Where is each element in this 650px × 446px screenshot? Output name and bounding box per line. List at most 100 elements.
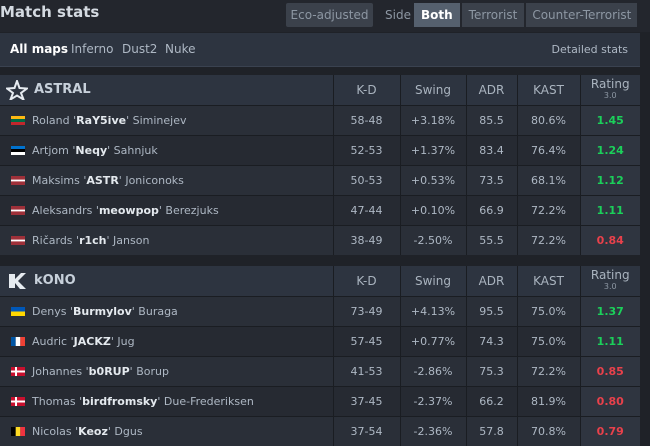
map-tab-nuke[interactable]: Nuke [165,33,196,66]
player-nickname[interactable]: birdfromsky [82,395,157,408]
player-cell[interactable]: Nicolas 'Keoz' Dgus [0,417,333,446]
player-nickname[interactable]: RaY5ive [76,114,126,127]
player-nickname[interactable]: Keoz [78,425,108,438]
player-cell[interactable]: Artjom 'Neqy' Sahnjuk [0,136,333,166]
adr-value: 66.2 [466,387,517,417]
player-cell[interactable]: Audric 'JACKZ' Jug [0,327,333,357]
detailed-stats-link[interactable]: Detailed stats [552,33,628,66]
kd-value: 38-49 [333,226,400,256]
rating-value: 0.85 [580,357,640,387]
player-cell[interactable]: Denys 'Burmylov' Buraga [0,297,333,327]
adr-value: 85.5 [466,106,517,136]
player-cell[interactable]: Aleksandrs 'meowpop' Berezjuks [0,196,333,226]
adr-value: 75.3 [466,357,517,387]
rating-header-label: Rating [591,77,630,91]
kast-value: 68.1% [517,166,580,196]
player-last-name: Sahnjuk [114,144,158,157]
player-last-name: Berezjuks [165,204,218,217]
flag-icon [11,307,25,316]
player-first-name: Nicolas [32,425,72,438]
side-tabs: Both Terrorist Counter-Terrorist [414,3,637,27]
player-nickname[interactable]: JACKZ [74,335,111,348]
team-name: kONO [34,266,76,296]
player-cell[interactable]: Johannes 'b0RUP' Borup [0,357,333,387]
kd-header[interactable]: K-D [333,266,400,297]
side-label: Side [385,3,411,27]
kast-value: 75.0% [517,297,580,327]
player-cell[interactable]: Roland 'RaY5ive' Siminejev [0,106,333,136]
kd-value: 37-45 [333,387,400,417]
side-tab-both[interactable]: Both [414,3,460,27]
player-nickname[interactable]: Burmylov [73,305,132,318]
flag-icon [11,397,25,406]
map-tab-all-maps[interactable]: All maps [10,33,68,66]
kd-value: 57-45 [333,327,400,357]
kd-value: 41-53 [333,357,400,387]
map-tab-inferno[interactable]: Inferno [71,33,113,66]
adr-value: 57.8 [466,417,517,446]
rating-value: 0.80 [580,387,640,417]
player-nickname[interactable]: ASTR [86,174,118,187]
player-last-name: Buraga [138,305,178,318]
rating-value: 0.84 [580,226,640,256]
kd-value: 37-54 [333,417,400,446]
eco-adjusted-toggle[interactable]: Eco-adjusted [286,3,373,27]
player-first-name: Ričards [32,234,73,247]
kono-logo-icon [6,271,28,291]
player-last-name: Borup [136,365,169,378]
player-last-name: Siminejev [133,114,187,127]
player-cell[interactable]: Thomas 'birdfromsky' Due-Frederiksen [0,387,333,417]
rating-value: 1.11 [580,196,640,226]
swing-value: +1.37% [400,136,466,166]
rating-version: 3.0 [581,281,641,292]
player-nickname[interactable]: r1ch [79,234,106,247]
kast-header[interactable]: KAST [517,75,580,106]
rating-value: 0.79 [580,417,640,446]
player-cell[interactable]: Ričards 'r1ch' Janson [0,226,333,256]
kd-value: 58-48 [333,106,400,136]
kd-value: 47-44 [333,196,400,226]
player-cell[interactable]: Maksims 'ASTR' Joniconoks [0,166,333,196]
player-last-name: Dgus [114,425,142,438]
rating-value: 1.37 [580,297,640,327]
adr-header[interactable]: ADR [466,266,517,297]
kd-header[interactable]: K-D [333,75,400,106]
adr-value: 55.5 [466,226,517,256]
kast-value: 72.2% [517,196,580,226]
swing-value: +0.10% [400,196,466,226]
map-tab-dust2[interactable]: Dust2 [122,33,157,66]
rating-value: 1.11 [580,327,640,357]
swing-header[interactable]: Swing [400,266,466,297]
kast-value: 76.4% [517,136,580,166]
player-first-name: Artjom [32,144,69,157]
adr-header[interactable]: ADR [466,75,517,106]
kast-header[interactable]: KAST [517,266,580,297]
kast-value: 70.8% [517,417,580,446]
swing-value: -2.36% [400,417,466,446]
adr-value: 83.4 [466,136,517,166]
player-first-name: Johannes [32,365,82,378]
kd-value: 73-49 [333,297,400,327]
astral-logo-icon [6,80,28,100]
adr-value: 74.3 [466,327,517,357]
page-title: Match stats [0,3,99,21]
swing-header[interactable]: Swing [400,75,466,106]
player-nickname[interactable]: Neqy [75,144,107,157]
player-nickname[interactable]: meowpop [99,204,159,217]
player-nickname[interactable]: b0RUP [89,365,130,378]
side-tab-counter-terrorist[interactable]: Counter-Terrorist [526,3,637,27]
flag-icon [11,367,25,376]
kast-value: 80.6% [517,106,580,136]
flag-icon [11,146,25,155]
team-name-cell: kONO [0,266,333,297]
side-tab-terrorist[interactable]: Terrorist [462,3,525,27]
